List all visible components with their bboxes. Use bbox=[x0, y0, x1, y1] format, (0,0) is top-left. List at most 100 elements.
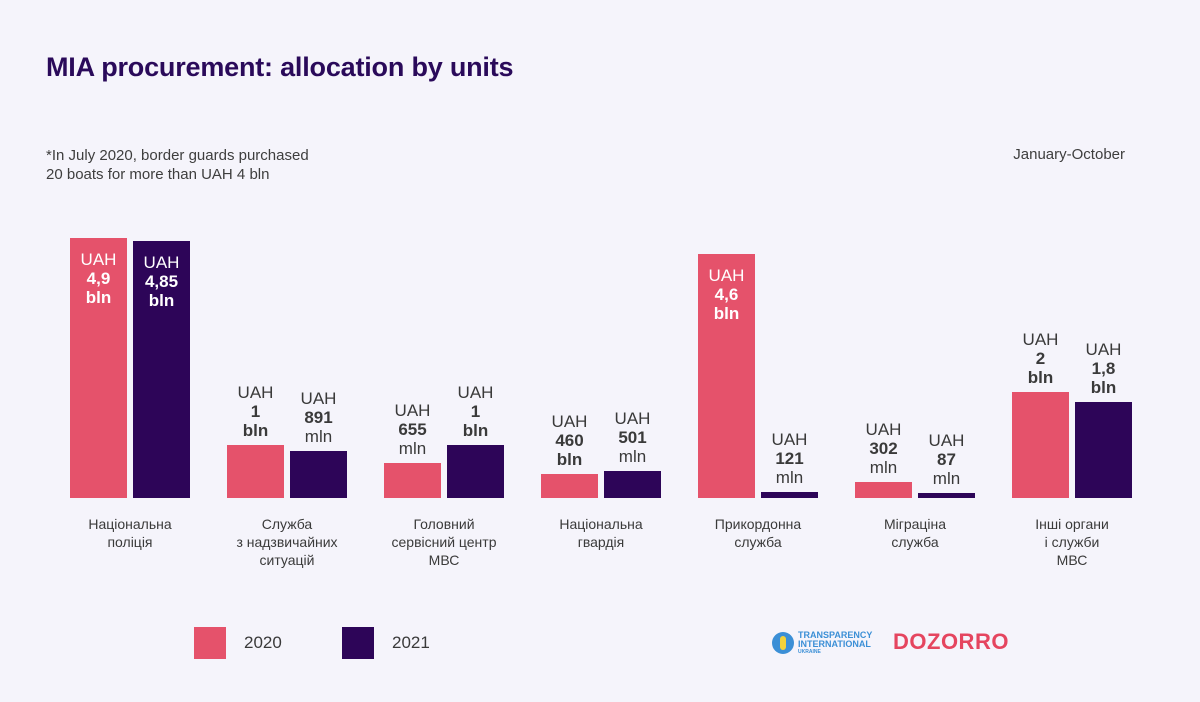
label-value: 460 bbox=[555, 430, 584, 450]
label-currency: UAH bbox=[865, 419, 902, 439]
bar-2020-0 bbox=[70, 238, 127, 498]
legend-label: 2020 bbox=[244, 633, 282, 652]
label-currency: UAH bbox=[614, 409, 651, 429]
label-currency: UAH bbox=[708, 265, 745, 285]
label-currency: UAH bbox=[1085, 340, 1122, 360]
category-label-line: служба bbox=[734, 534, 782, 550]
label-unit: mln bbox=[932, 469, 961, 488]
data-label: UAH 4,85 bln bbox=[122, 253, 202, 310]
category-label: Прикордонна служба bbox=[683, 515, 833, 551]
label-currency: UAH bbox=[1022, 329, 1059, 349]
bar-2021-2 bbox=[447, 444, 504, 498]
chart-title: MIA procurement: allocation by units bbox=[46, 52, 514, 82]
category-label: Міграціна служба bbox=[840, 515, 990, 551]
data-label: UAH 4,6 bln bbox=[687, 266, 767, 323]
label-unit: bln bbox=[713, 303, 740, 323]
data-label: UAH 87 mln bbox=[907, 431, 987, 488]
category-label-line: з надзвичайних bbox=[236, 534, 338, 550]
label-currency: UAH bbox=[457, 382, 494, 402]
data-label: UAH 1,8 bln bbox=[1064, 340, 1144, 397]
label-currency: UAH bbox=[551, 411, 588, 431]
logo-text: TRANSPARENCY bbox=[798, 630, 873, 640]
bar-2021-5 bbox=[918, 493, 975, 498]
footnote: *In July 2020, border guards purchased 2… bbox=[46, 146, 309, 184]
transparency-international-logo: TRANSPARENCY INTERNATIONAL UKRAINE bbox=[772, 631, 872, 655]
label-value: 2 bbox=[1035, 348, 1046, 368]
label-value: 891 bbox=[304, 407, 333, 427]
label-currency: UAH bbox=[80, 250, 117, 269]
dozorro-logo: DOZORRO bbox=[893, 629, 1009, 654]
bar-2020-1 bbox=[227, 444, 284, 498]
label-currency: UAH bbox=[300, 388, 337, 408]
label-value: 655 bbox=[398, 420, 427, 440]
label-currency: UAH bbox=[394, 401, 431, 421]
label-currency: UAH bbox=[771, 429, 808, 449]
label-currency: UAH bbox=[143, 252, 180, 272]
category-label: Національна поліція bbox=[55, 515, 205, 551]
category-label: Національна гвардія bbox=[526, 515, 676, 551]
data-label: UAH 121 mln bbox=[750, 430, 830, 487]
legend-label: 2021 bbox=[392, 633, 430, 652]
label-value: 121 bbox=[775, 448, 804, 468]
bar-2021-3 bbox=[604, 471, 661, 498]
category-label-line: Національна bbox=[88, 516, 172, 532]
label-value: 87 bbox=[937, 450, 956, 469]
data-label: UAH 460 bln bbox=[530, 412, 610, 469]
category-label-line: Національна bbox=[559, 516, 643, 532]
category-label-line: поліція bbox=[107, 534, 153, 550]
legend-item-2021: 2021 bbox=[342, 627, 430, 659]
label-unit: bln bbox=[1090, 378, 1117, 398]
bar-2021-1 bbox=[290, 450, 347, 498]
data-label: UAH 501 mln bbox=[593, 409, 673, 466]
category-label-line: Прикордонна bbox=[714, 516, 802, 532]
category-label-line: служба bbox=[891, 534, 939, 550]
footnote-line: 20 boats for more than UAH 4 bln bbox=[46, 166, 270, 183]
label-unit: bln bbox=[556, 449, 583, 469]
data-label: UAH 2 bln bbox=[1001, 330, 1081, 387]
label-currency: UAH bbox=[237, 382, 274, 402]
label-unit: bln bbox=[242, 420, 269, 440]
label-unit: bln bbox=[85, 288, 112, 307]
label-unit: bln bbox=[1027, 367, 1054, 387]
label-value: 501 bbox=[618, 428, 647, 448]
category-label-line: МВС bbox=[1056, 552, 1088, 568]
bar-2021-6 bbox=[1075, 402, 1132, 498]
category-label-line: Служба bbox=[261, 516, 313, 532]
label-value: 302 bbox=[869, 438, 898, 458]
category-label: Служба з надзвичайних ситуацій bbox=[212, 515, 362, 569]
label-value: 1 bbox=[470, 401, 481, 421]
label-unit: bln bbox=[462, 420, 489, 440]
label-value: 1,8 bbox=[1091, 359, 1116, 379]
category-label-line: сервісний центр bbox=[391, 534, 497, 550]
category-label-line: МВС bbox=[428, 552, 460, 568]
label-currency: UAH bbox=[928, 431, 965, 450]
bar-2020-3 bbox=[541, 473, 598, 498]
label-unit: mln bbox=[398, 439, 427, 459]
data-label: UAH 891 mln bbox=[279, 389, 359, 446]
label-unit: bln bbox=[148, 290, 175, 310]
label-unit: mln bbox=[775, 467, 804, 487]
data-label: UAH 4,9 bln bbox=[59, 250, 139, 307]
legend-swatch-2020 bbox=[194, 627, 226, 659]
bar-2020-6 bbox=[1012, 391, 1069, 498]
category-label-line: Міграціна bbox=[883, 516, 947, 532]
data-label: UAH 1 bln bbox=[436, 383, 516, 440]
category-label-line: Інші органи bbox=[1035, 516, 1109, 532]
period-label: January-October bbox=[1013, 146, 1125, 163]
label-unit: mln bbox=[869, 457, 898, 477]
category-label-line: і служби bbox=[1044, 534, 1100, 550]
logo-text: INTERNATIONAL bbox=[798, 639, 871, 649]
bar-2020-4 bbox=[698, 253, 755, 498]
legend-item-2020: 2020 bbox=[194, 627, 282, 659]
label-value: 4,9 bbox=[86, 269, 111, 288]
bar-2020-5 bbox=[855, 481, 912, 498]
data-label: UAH 1 bln bbox=[216, 383, 296, 440]
logo-text: UKRAINE bbox=[798, 649, 821, 655]
footnote-line: *In July 2020, border guards purchased bbox=[46, 147, 309, 164]
bar-2020-2 bbox=[384, 463, 441, 498]
category-label-line: Головний bbox=[413, 516, 475, 532]
label-value: 4,6 bbox=[714, 284, 739, 304]
bar-2021-0 bbox=[133, 240, 190, 498]
category-label: Інші органи і служби МВС bbox=[997, 515, 1147, 569]
